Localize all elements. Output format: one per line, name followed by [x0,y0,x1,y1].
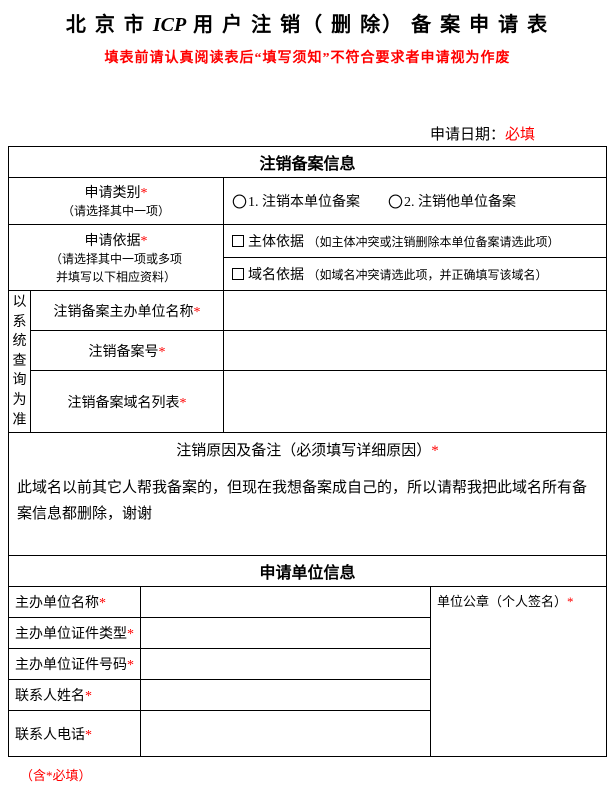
title-prefix: 北 京 市 [66,14,153,36]
side-vertical-label: 以系统查询为准 [9,291,31,433]
applicant-cert-no-star: * [127,658,134,673]
apply-basis-opt1-cell: 主体依据 （如主体冲突或注销删除本单位备案请选此项） [224,225,607,258]
row-unit-name-value[interactable] [224,291,607,331]
title-icp: ICP [153,14,186,36]
apply-basis-opt1-label: 主体依据 [248,235,304,250]
applicant-contact-phone-label: 联系人电话* [9,711,141,757]
applicant-unit-name-text: 主办单位名称 [15,596,99,611]
row-record-no-label: 注销备案号* [31,331,224,371]
apply-type-options: 〇1. 注销本单位备案 〇2. 注销他单位备案 [224,178,607,225]
applicant-unit-name-value[interactable] [141,587,431,618]
applicant-cert-no-label: 主办单位证件号码* [9,649,141,680]
applicant-unit-name-star: * [99,596,106,611]
apply-basis-opt2-hint: （如域名冲突请选此项，并正确填写该域名） [308,268,548,282]
row-unit-name-text: 注销备案主办单位名称 [54,305,194,320]
apply-type-label: 申请类别 [85,186,141,201]
row-domain-list-text: 注销备案域名列表 [68,396,180,411]
row-record-no-star: * [159,345,166,360]
title-suffix: 用 户 注 销（ 删 除） 备 案 申 请 表 [186,14,549,36]
applicant-cert-no-text: 主办单位证件号码 [15,658,127,673]
applicant-contact-phone-star: * [85,728,92,743]
date-row: 申请日期：必填 [8,123,607,144]
apply-basis-label: 申请依据 [85,234,141,249]
section2-header: 申请单位信息 [9,556,607,587]
applicant-cert-type-text: 主办单位证件类型 [15,627,127,642]
row-record-no-text: 注销备案号 [89,345,159,360]
applicant-info-table: 申请单位信息 主办单位名称* 单位公章（个人签名）* 主办单位证件类型* 主办单… [8,556,607,757]
applicant-stamp-star: * [567,594,574,609]
applicant-cert-type-value[interactable] [141,618,431,649]
applicant-contact-phone-text: 联系人电话 [15,728,85,743]
page-title: 北 京 市 ICP 用 户 注 销（ 删 除） 备 案 申 请 表 [8,8,607,37]
applicant-contact-phone-value[interactable] [141,711,431,757]
checkbox-icon[interactable] [232,268,244,280]
applicant-contact-name-star: * [85,689,92,704]
apply-type-opt1: 1. 注销本单位备案 [248,195,360,210]
radio-icon[interactable]: 〇 [388,191,403,212]
date-label: 申请日期： [430,127,505,143]
date-value: 必填 [505,127,535,143]
row-domain-list-label: 注销备案域名列表* [31,371,224,433]
warning-text: 填表前请认真阅读表后“填写须知”不符合要求者申请视为作废 [8,47,607,67]
radio-icon[interactable]: 〇 [232,191,247,212]
reason-header-prefix: 注销原因及备注 [176,443,281,459]
applicant-contact-name-value[interactable] [141,680,431,711]
apply-type-label-cell: 申请类别* （请选择其中一项） [9,178,224,225]
apply-type-opt2: 2. 注销他单位备案 [404,195,516,210]
apply-basis-hint1: （请选择其中一项或多项 [50,252,182,266]
row-unit-name-label: 注销备案主办单位名称* [31,291,224,331]
reason-body[interactable]: 此域名以前其它人帮我备案的，但现在我想备案成自己的，所以请帮我把此域名所有备案信… [9,466,607,556]
applicant-unit-name-label: 主办单位名称* [9,587,141,618]
row-domain-list-value[interactable] [224,371,607,433]
applicant-contact-name-text: 联系人姓名 [15,689,85,704]
apply-type-hint: （请选择其中一项） [62,204,170,218]
applicant-stamp-label: 单位公章（个人签名） [437,594,567,609]
reason-header-hint: （必须填写详细原因） [281,443,431,459]
reason-header: 注销原因及备注（必须填写详细原因）* [9,433,607,467]
applicant-cert-type-star: * [127,627,134,642]
apply-basis-hint2: 并填写以下相应资料） [56,270,176,284]
checkbox-icon[interactable] [232,235,244,247]
applicant-stamp-cell[interactable]: 单位公章（个人签名）* [431,587,607,757]
section1-header: 注销备案信息 [9,147,607,178]
row-record-no-value[interactable] [224,331,607,371]
footer-note: （含*必填） [20,765,607,784]
apply-type-star: * [141,186,148,201]
apply-basis-star: * [141,234,148,249]
row-unit-name-star: * [194,305,201,320]
applicant-contact-name-label: 联系人姓名* [9,680,141,711]
applicant-cert-type-label: 主办单位证件类型* [9,618,141,649]
apply-basis-opt2-label: 域名依据 [248,268,304,283]
applicant-cert-no-value[interactable] [141,649,431,680]
apply-basis-opt2-cell: 域名依据 （如域名冲突请选此项，并正确填写该域名） [224,258,607,291]
row-domain-list-star: * [180,396,187,411]
apply-basis-label-cell: 申请依据* （请选择其中一项或多项 并填写以下相应资料） [9,225,224,291]
cancel-info-table: 注销备案信息 申请类别* （请选择其中一项） 〇1. 注销本单位备案 〇2. 注… [8,146,607,556]
reason-star: * [431,443,439,459]
apply-basis-opt1-hint: （如主体冲突或注销删除本单位备案请选此项） [308,235,560,249]
